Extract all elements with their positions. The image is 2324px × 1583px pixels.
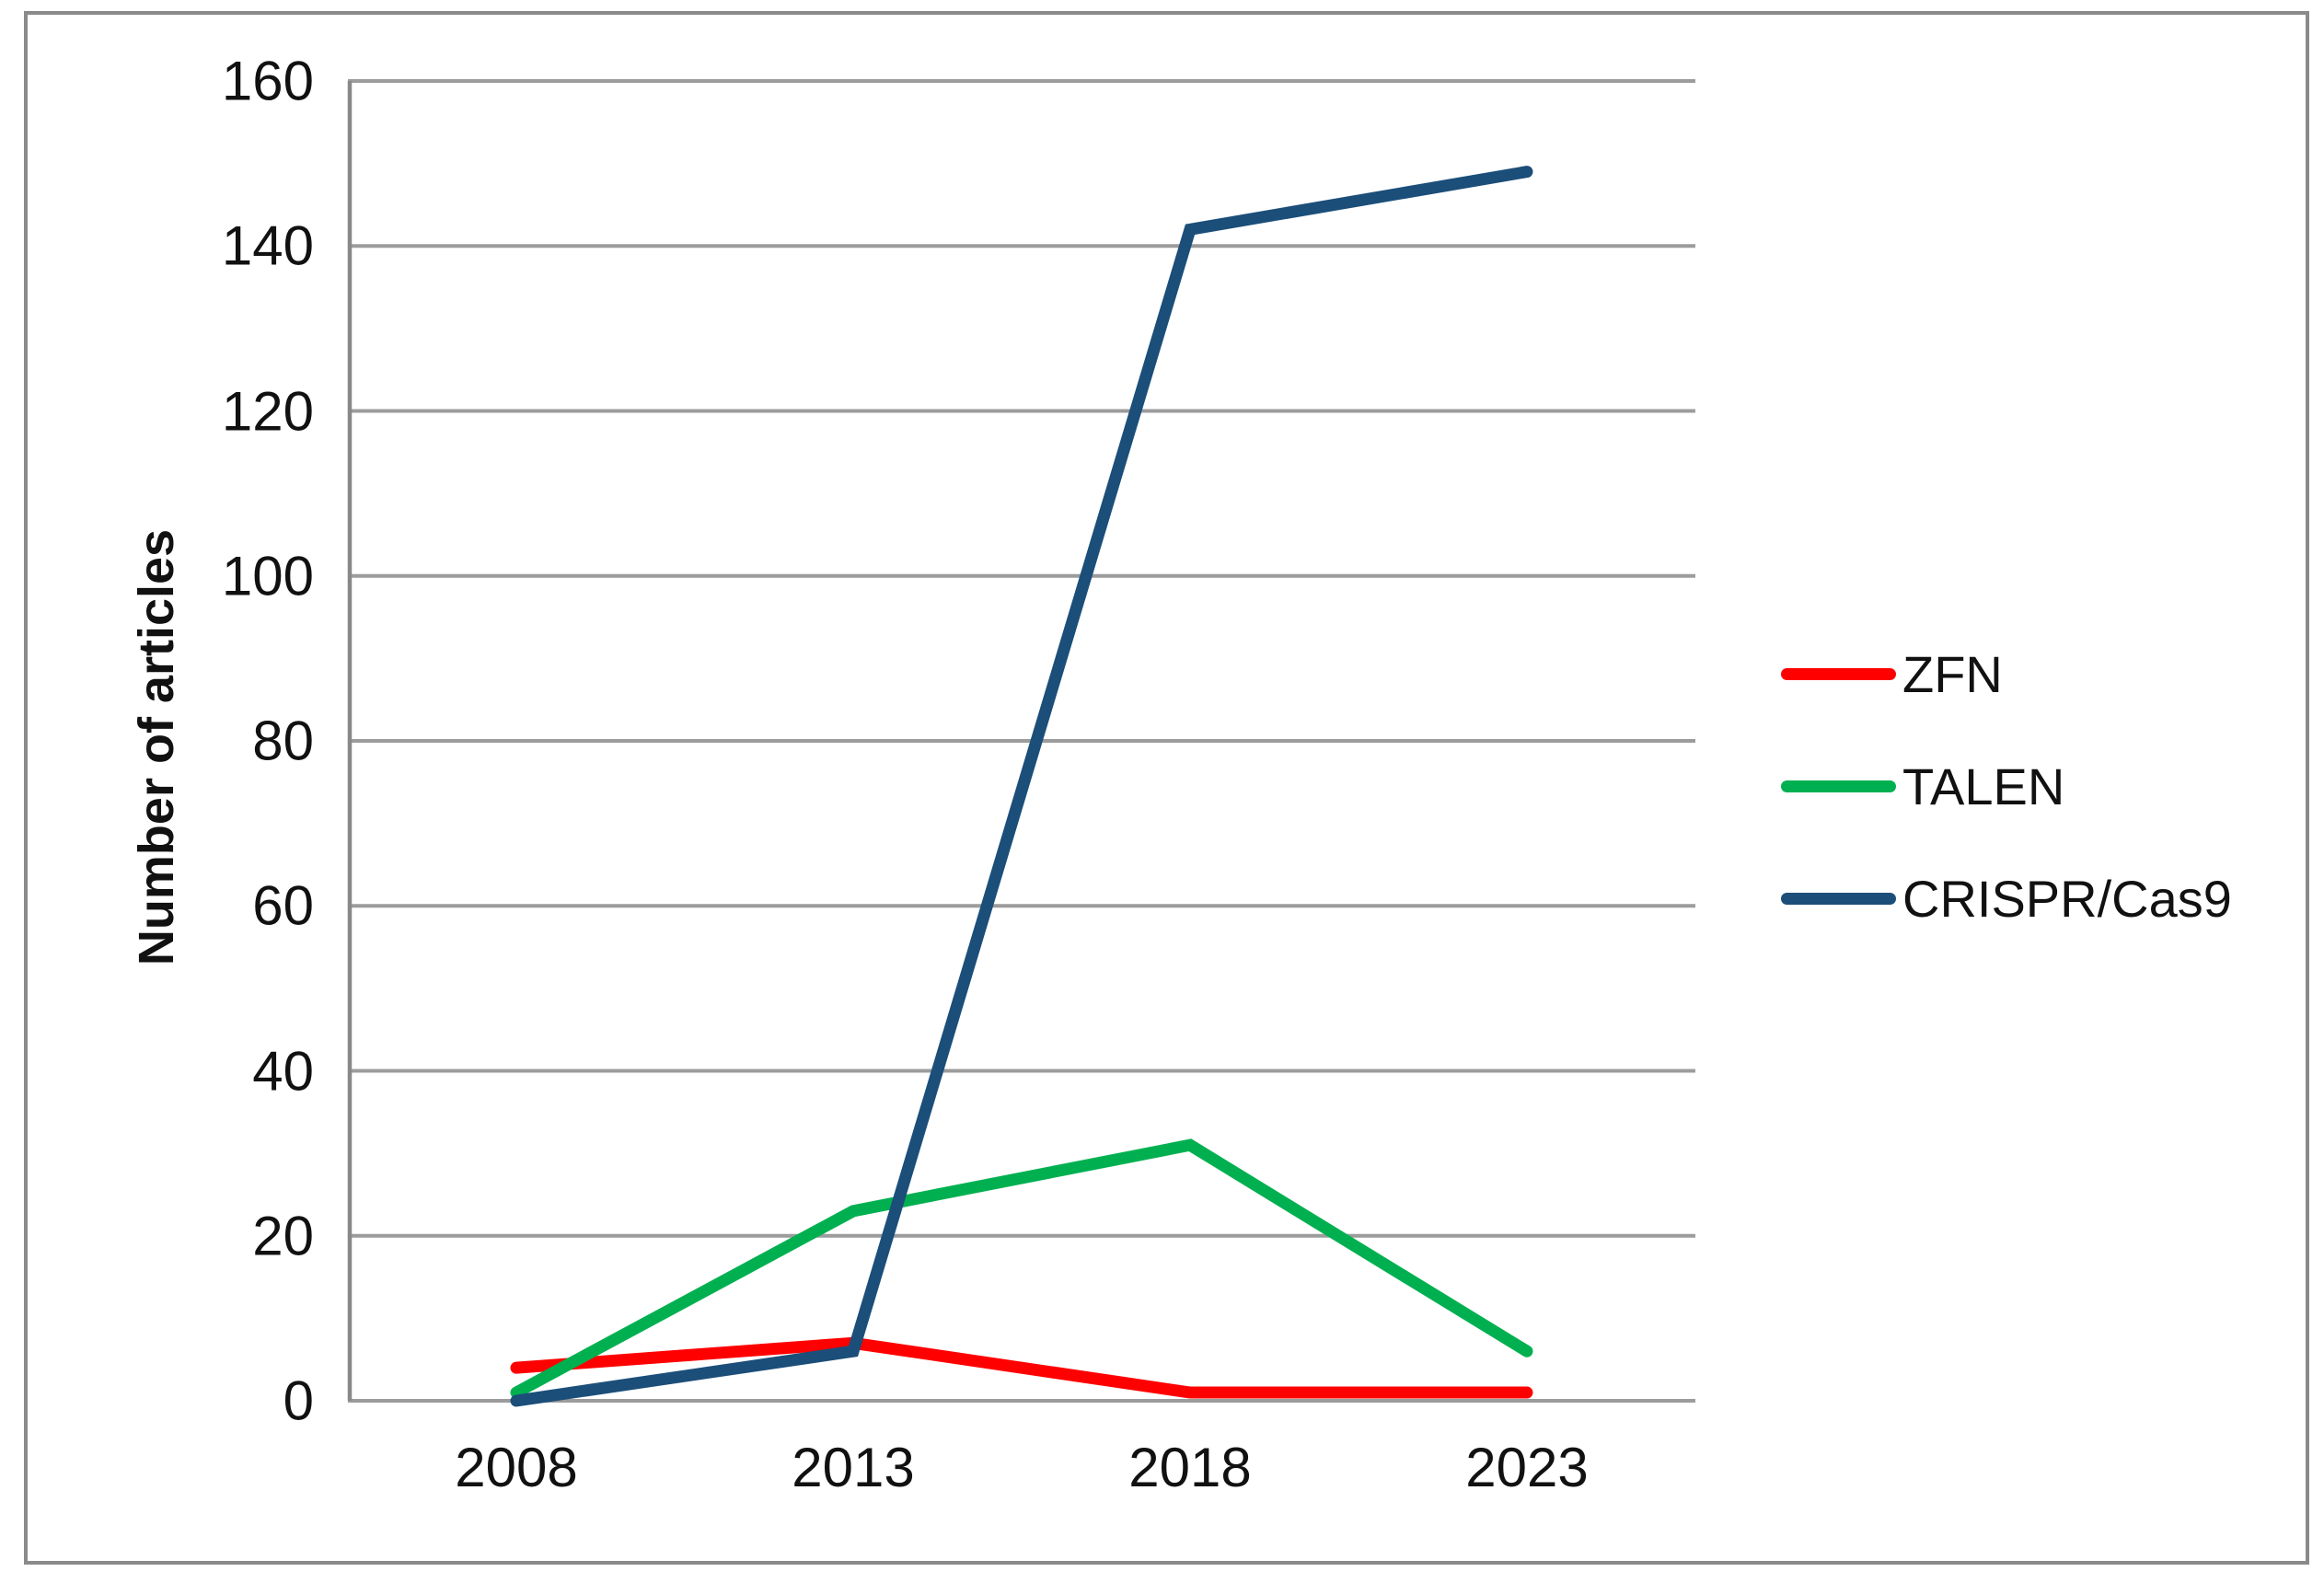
legend-item-crispr-cas9: CRISPR/Cas9 [1781, 842, 2232, 954]
chart-canvas [347, 79, 1695, 1407]
plot-area [347, 79, 1695, 1407]
legend-item-talen: TALEN [1781, 730, 2232, 842]
legend-line-swatch [1781, 667, 1896, 680]
legend-label: CRISPR/Cas9 [1902, 869, 2232, 928]
y-axis-title: Number of articles [129, 528, 184, 966]
legend: ZFN TALEN CRISPR/Cas9 [1781, 618, 2232, 954]
legend-label: ZFN [1902, 644, 2003, 703]
series-line-zfn [510, 1336, 1533, 1399]
figure-border [24, 11, 2309, 1565]
series-line-talen [510, 1138, 1533, 1399]
legend-label: TALEN [1902, 757, 2065, 815]
legend-line-swatch [1781, 892, 1896, 905]
legend-item-zfn: ZFN [1781, 618, 2232, 730]
series-line-crispr-cas9 [510, 166, 1533, 1407]
legend-line-swatch [1781, 780, 1896, 792]
